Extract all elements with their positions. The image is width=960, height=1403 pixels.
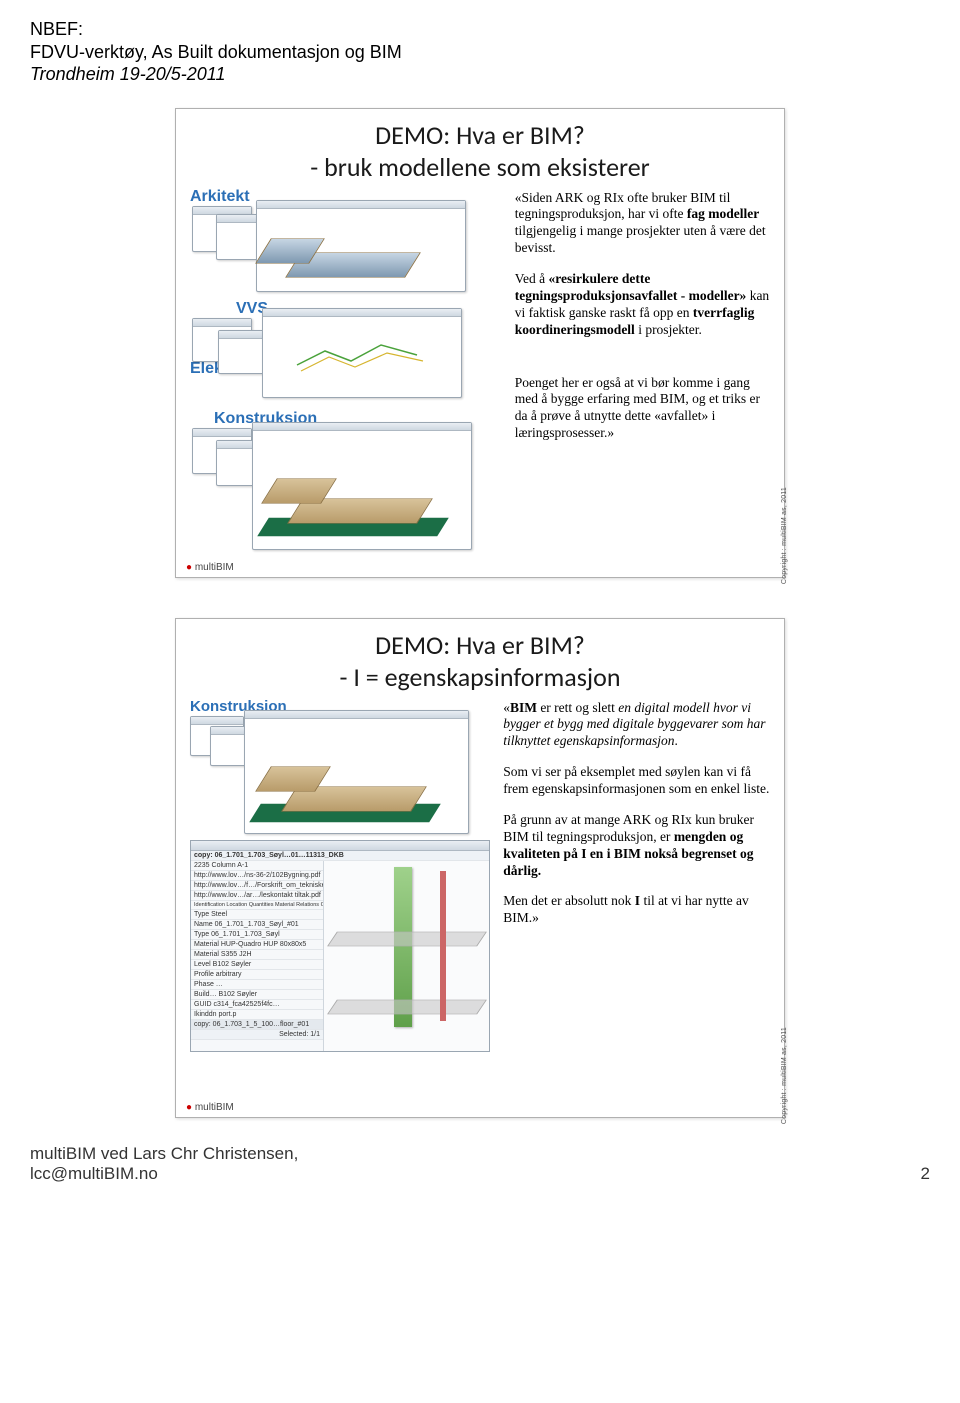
s2-konst-group: Konstruksjon <box>190 700 495 840</box>
attr-header: copy: 06_1.701_1.703_Søyl…01…11313_DKB <box>191 851 489 861</box>
slide2-logo: ● multiBIM <box>186 1102 234 1113</box>
attr-row: Selected: 1/1 <box>191 1030 323 1040</box>
s2p1-mid: er rett og slett <box>537 700 618 715</box>
konst-main <box>252 422 472 550</box>
slide2-text: «BIM er rett og slett en digital modell … <box>503 700 770 1070</box>
label-arkitekt: Arkitekt <box>190 188 250 206</box>
slide1-para2: Ved å «resirkulere dette tegningsproduks… <box>515 271 770 339</box>
slide1-copyright: Copyright : multiBIM as, 2011 <box>781 487 788 584</box>
attr-row: Type Steel <box>191 910 323 920</box>
attr-row: Ikinddn port.p <box>191 1010 323 1020</box>
slide1-title-l1: DEMO: Hva er BIM? <box>375 119 585 151</box>
footer-left-l2: lcc@multiBIM.no <box>30 1164 298 1184</box>
p2-b: «resirkulere dette tegningsproduksjonsav… <box>515 271 747 303</box>
slide2-para2: Som vi ser på eksemplet med søylen kan v… <box>503 764 770 798</box>
s2p1-pre: « <box>503 700 510 715</box>
s2-attr-area: copy: 06_1.701_1.703_Søyl…01…11313_DKB 2… <box>190 840 495 1070</box>
slide2-copyright: Copyright : multiBIM as, 2011 <box>781 1027 788 1124</box>
vvs-drawing-icon <box>277 327 447 387</box>
slide-1: DEMO: Hva er BIM? - bruk modellene som e… <box>175 108 785 578</box>
attr-row: GUID c314_fca42525f4fc… <box>191 1000 323 1010</box>
attr-row: Profile arbitrary <box>191 970 323 980</box>
p1-post: tilgjengelig i mange prosjekter uten å v… <box>515 223 766 255</box>
logo-text-2: multiBIM <box>195 1102 234 1113</box>
slide1-logo: ● multiBIM <box>186 562 234 573</box>
slide2-para4: Men det er absolutt nok I til at vi har … <box>503 893 770 927</box>
slide2-left: Konstruksjon copy: 06_1.701_1.703_Søyl…0 <box>190 700 503 1070</box>
attr-row: Material S355 J2H <box>191 950 323 960</box>
s2-konst-main <box>244 710 469 834</box>
slide2-title-l1: DEMO: Hva er BIM? <box>375 629 585 661</box>
footer-left-l1: multiBIM ved Lars Chr Christensen, <box>30 1144 298 1164</box>
footer-left: multiBIM ved Lars Chr Christensen, lcc@m… <box>30 1144 298 1184</box>
attr-row: Phase … <box>191 980 323 990</box>
attr-row: 2235 Column A-1 <box>191 861 323 871</box>
slide1-para3: Poenget her er også at vi bør komme i ga… <box>515 375 770 443</box>
attr-3d-view <box>323 861 489 1051</box>
header-line-3: Trondheim 19-20/5-2011 <box>30 63 930 86</box>
p2-pre: Ved å <box>515 271 549 286</box>
attr-row: http://www.lov…/ar…/leskontakt tiltak.pd… <box>191 891 323 901</box>
attr-row: Type 06_1.701_1.703_Søyl <box>191 930 323 940</box>
attr-row: Build… B102 Søyler <box>191 990 323 1000</box>
page-header: NBEF: FDVU-verktøy, As Built dokumentasj… <box>0 0 960 90</box>
slide2-body: Konstruksjon copy: 06_1.701_1.703_Søyl…0 <box>190 700 770 1070</box>
header-line-2: FDVU-verktøy, As Built dokumentasjon og … <box>30 41 930 64</box>
property-panel: copy: 06_1.701_1.703_Søyl…01…11313_DKB 2… <box>190 840 490 1052</box>
vvs-main <box>262 308 462 398</box>
attr-row: Name 06_1.701_1.703_Søyl_#01 <box>191 920 323 930</box>
attr-row: Level B102 Søyler <box>191 960 323 970</box>
p1-b1: fag modeller <box>687 206 759 221</box>
s2p1-b: BIM <box>510 700 537 715</box>
p2-post: i prosjekter. <box>635 322 702 337</box>
slide1-para1: «Siden ARK og RIx ofte bruker BIM til te… <box>515 190 770 258</box>
slide2-title-l2: - I = egenskapsinformasjon <box>340 661 621 693</box>
slide2-para3: På grunn av at mange ARK og RIx kun bruk… <box>503 812 770 880</box>
slide1-left: Arkitekt VVS Elektro <box>190 190 515 560</box>
attr-row: copy: 06_1.703_1_5_100…floor_#01 <box>191 1020 323 1030</box>
slide1-title: DEMO: Hva er BIM? - bruk modellene som e… <box>190 119 770 184</box>
slide1-text: «Siden ARK og RIx ofte bruker BIM til te… <box>515 190 770 560</box>
arkitekt-group: Arkitekt <box>190 190 507 300</box>
attr-row: http://www.lov…/f…/Forskrift_om_tekniske… <box>191 881 323 891</box>
footer-page-number: 2 <box>921 1164 930 1184</box>
slide2-title: DEMO: Hva er BIM? - I = egenskapsinforma… <box>190 629 770 694</box>
arkitekt-main <box>256 200 466 292</box>
attr-row: http://www.lov…/ns-36-2/102Bygning.pdf <box>191 871 323 881</box>
logo-text: multiBIM <box>195 562 234 573</box>
slide-2: DEMO: Hva er BIM? - I = egenskapsinforma… <box>175 618 785 1118</box>
header-line-1: NBEF: <box>30 18 930 41</box>
attr-row: Identification Location Quantities Mater… <box>191 901 323 910</box>
vvs-elektro-group: VVS Elektro <box>190 300 507 410</box>
konstruksjon-group: Konstruksjon <box>190 410 507 560</box>
slide1-title-l2: - bruk modellene som eksisterer <box>310 151 650 183</box>
attr-row: Material HUP-Quadro HUP 80x80x5 <box>191 940 323 950</box>
page-footer: multiBIM ved Lars Chr Christensen, lcc@m… <box>0 1118 960 1198</box>
attr-list: 2235 Column A-1 http://www.lov…/ns-36-2/… <box>191 861 323 1051</box>
s2p4-pre: Men det er absolutt nok <box>503 893 635 908</box>
slide1-body: Arkitekt VVS Elektro <box>190 190 770 560</box>
s2p1-post: . <box>675 733 678 748</box>
slide2-para1: «BIM er rett og slett en digital modell … <box>503 700 770 751</box>
